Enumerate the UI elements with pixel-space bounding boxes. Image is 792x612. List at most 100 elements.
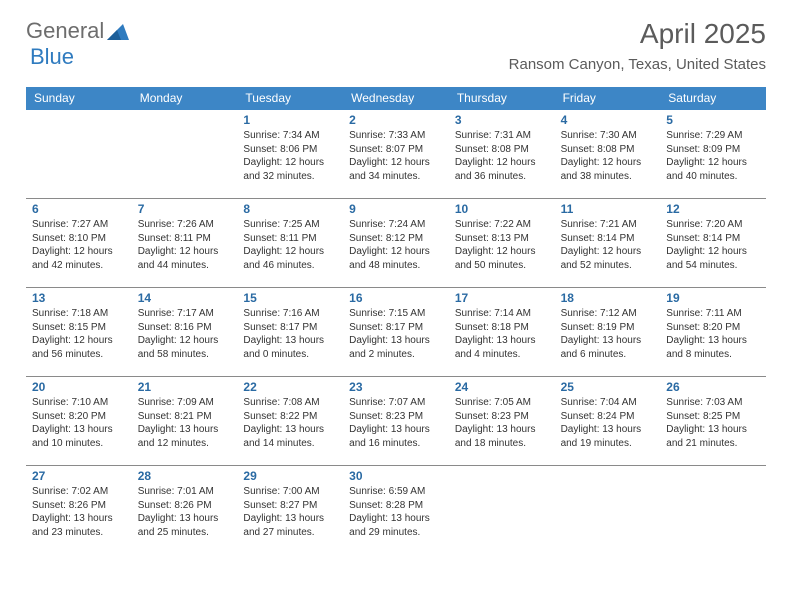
daylight-line: Daylight: 13 hours and 12 minutes. bbox=[138, 423, 232, 450]
day-cell: 27Sunrise: 7:02 AMSunset: 8:26 PMDayligh… bbox=[26, 466, 132, 547]
day-cell: 19 Sunrise: 7:11 AMSunset: 8:20 PMDayligh… bbox=[660, 288, 766, 376]
day-cell: 1Sunrise: 7:34 AMSunset: 8:06 PMDaylight… bbox=[237, 110, 343, 198]
daylight-line: Daylight: 13 hours and 10 minutes. bbox=[32, 423, 126, 450]
day-cell: 14Sunrise: 7:17 AMSunset: 8:16 PMDayligh… bbox=[132, 288, 238, 376]
day-cell: 20Sunrise: 7:10 AMSunset: 8:20 PMDayligh… bbox=[26, 377, 132, 465]
empty-cell bbox=[26, 110, 132, 198]
day-header: Wednesday bbox=[343, 87, 449, 110]
sunrise-line: Sunrise: 7:01 AM bbox=[138, 485, 232, 499]
day-cell: 13Sunrise: 7:18 AMSunset: 8:15 PMDayligh… bbox=[26, 288, 132, 376]
day-header: Sunday bbox=[26, 87, 132, 110]
empty-cell bbox=[555, 466, 661, 547]
empty-cell bbox=[660, 466, 766, 547]
day-header-row: SundayMondayTuesdayWednesdayThursdayFrid… bbox=[26, 87, 766, 110]
sunset-line: Sunset: 8:20 PM bbox=[32, 410, 126, 424]
title-block: April 2025 Ransom Canyon, Texas, United … bbox=[509, 18, 766, 73]
logo-text-blue-wrap: Blue bbox=[30, 44, 74, 70]
calendar: SundayMondayTuesdayWednesdayThursdayFrid… bbox=[26, 87, 766, 547]
sunrise-line: Sunrise: 7:07 AM bbox=[349, 396, 443, 410]
day-number: 2 bbox=[349, 113, 443, 127]
day-cell: 2Sunrise: 7:33 AMSunset: 8:07 PMDaylight… bbox=[343, 110, 449, 198]
day-cell: 29Sunrise: 7:00 AMSunset: 8:27 PMDayligh… bbox=[237, 466, 343, 547]
daylight-line: Daylight: 12 hours and 38 minutes. bbox=[561, 156, 655, 183]
sunset-line: Sunset: 8:17 PM bbox=[349, 321, 443, 335]
sunset-line: Sunset: 8:22 PM bbox=[243, 410, 337, 424]
sunrise-line: Sunrise: 7:33 AM bbox=[349, 129, 443, 143]
day-cell: 6Sunrise: 7:27 AMSunset: 8:10 PMDaylight… bbox=[26, 199, 132, 287]
daylight-line: Daylight: 13 hours and 4 minutes. bbox=[455, 334, 549, 361]
day-cell: 5Sunrise: 7:29 AMSunset: 8:09 PMDaylight… bbox=[660, 110, 766, 198]
logo-text-general: General bbox=[26, 18, 104, 44]
header: General April 2025 Ransom Canyon, Texas,… bbox=[0, 0, 792, 79]
sunset-line: Sunset: 8:23 PM bbox=[455, 410, 549, 424]
daylight-line: Daylight: 13 hours and 27 minutes. bbox=[243, 512, 337, 539]
sunrise-line: Sunrise: 7:29 AM bbox=[666, 129, 760, 143]
sunrise-line: Sunrise: 7:31 AM bbox=[455, 129, 549, 143]
sunset-line: Sunset: 8:20 PM bbox=[666, 321, 760, 335]
sunrise-line: Sunrise: 7:34 AM bbox=[243, 129, 337, 143]
sunrise-line: Sunrise: 7:08 AM bbox=[243, 396, 337, 410]
sunrise-line: Sunrise: 7:16 AM bbox=[243, 307, 337, 321]
day-number: 11 bbox=[561, 202, 655, 216]
weeks-container: 1Sunrise: 7:34 AMSunset: 8:06 PMDaylight… bbox=[26, 110, 766, 547]
daylight-line: Daylight: 12 hours and 44 minutes. bbox=[138, 245, 232, 272]
week-row: 13Sunrise: 7:18 AMSunset: 8:15 PMDayligh… bbox=[26, 287, 766, 376]
sunrise-line: Sunrise: 7:09 AM bbox=[138, 396, 232, 410]
week-row: 6Sunrise: 7:27 AMSunset: 8:10 PMDaylight… bbox=[26, 198, 766, 287]
day-cell: 28Sunrise: 7:01 AMSunset: 8:26 PMDayligh… bbox=[132, 466, 238, 547]
sunset-line: Sunset: 8:16 PM bbox=[138, 321, 232, 335]
sunrise-line: Sunrise: 7:22 AM bbox=[455, 218, 549, 232]
day-cell: 26Sunrise: 7:03 AMSunset: 8:25 PMDayligh… bbox=[660, 377, 766, 465]
day-number: 13 bbox=[32, 291, 126, 305]
daylight-line: Daylight: 13 hours and 21 minutes. bbox=[666, 423, 760, 450]
logo-text-blue: Blue bbox=[30, 44, 74, 69]
sunset-line: Sunset: 8:11 PM bbox=[138, 232, 232, 246]
sunrise-line: Sunrise: 7:25 AM bbox=[243, 218, 337, 232]
day-cell: 16Sunrise: 7:15 AMSunset: 8:17 PMDayligh… bbox=[343, 288, 449, 376]
day-cell: 4Sunrise: 7:30 AMSunset: 8:08 PMDaylight… bbox=[555, 110, 661, 198]
day-cell: 24Sunrise: 7:05 AMSunset: 8:23 PMDayligh… bbox=[449, 377, 555, 465]
day-number: 18 bbox=[561, 291, 655, 305]
daylight-line: Daylight: 13 hours and 16 minutes. bbox=[349, 423, 443, 450]
sunrise-line: Sunrise: 7:21 AM bbox=[561, 218, 655, 232]
sunrise-line: Sunrise: 7:05 AM bbox=[455, 396, 549, 410]
sunset-line: Sunset: 8:12 PM bbox=[349, 232, 443, 246]
sunset-line: Sunset: 8:23 PM bbox=[349, 410, 443, 424]
day-cell: 21 Sunrise: 7:09 AMSunset: 8:21 PMDayligh… bbox=[132, 377, 238, 465]
day-number: 21 bbox=[138, 380, 232, 394]
sunrise-line: Sunrise: 7:11 AM bbox=[666, 307, 760, 321]
sunset-line: Sunset: 8:07 PM bbox=[349, 143, 443, 157]
day-number: 17 bbox=[455, 291, 549, 305]
daylight-line: Daylight: 12 hours and 42 minutes. bbox=[32, 245, 126, 272]
logo-triangle-icon bbox=[107, 22, 129, 40]
day-cell: 3Sunrise: 7:31 AMSunset: 8:08 PMDaylight… bbox=[449, 110, 555, 198]
day-number: 23 bbox=[349, 380, 443, 394]
sunrise-line: Sunrise: 7:17 AM bbox=[138, 307, 232, 321]
daylight-line: Daylight: 12 hours and 52 minutes. bbox=[561, 245, 655, 272]
empty-cell bbox=[449, 466, 555, 547]
daylight-line: Daylight: 13 hours and 0 minutes. bbox=[243, 334, 337, 361]
day-number: 27 bbox=[32, 469, 126, 483]
day-number: 16 bbox=[349, 291, 443, 305]
daylight-line: Daylight: 12 hours and 48 minutes. bbox=[349, 245, 443, 272]
day-number: 1 bbox=[243, 113, 337, 127]
daylight-line: Daylight: 12 hours and 36 minutes. bbox=[455, 156, 549, 183]
day-number: 8 bbox=[243, 202, 337, 216]
sunset-line: Sunset: 8:10 PM bbox=[32, 232, 126, 246]
daylight-line: Daylight: 13 hours and 29 minutes. bbox=[349, 512, 443, 539]
day-number: 19 bbox=[666, 291, 760, 305]
day-number: 29 bbox=[243, 469, 337, 483]
day-cell: 12Sunrise: 7:20 AMSunset: 8:14 PMDayligh… bbox=[660, 199, 766, 287]
sunset-line: Sunset: 8:18 PM bbox=[455, 321, 549, 335]
daylight-line: Daylight: 13 hours and 8 minutes. bbox=[666, 334, 760, 361]
day-cell: 30Sunrise: 6:59 AMSunset: 8:28 PMDayligh… bbox=[343, 466, 449, 547]
sunset-line: Sunset: 8:14 PM bbox=[561, 232, 655, 246]
day-number: 30 bbox=[349, 469, 443, 483]
daylight-line: Daylight: 13 hours and 18 minutes. bbox=[455, 423, 549, 450]
daylight-line: Daylight: 12 hours and 46 minutes. bbox=[243, 245, 337, 272]
sunset-line: Sunset: 8:21 PM bbox=[138, 410, 232, 424]
sunset-line: Sunset: 8:13 PM bbox=[455, 232, 549, 246]
sunrise-line: Sunrise: 7:15 AM bbox=[349, 307, 443, 321]
daylight-line: Daylight: 12 hours and 58 minutes. bbox=[138, 334, 232, 361]
sunrise-line: Sunrise: 7:03 AM bbox=[666, 396, 760, 410]
